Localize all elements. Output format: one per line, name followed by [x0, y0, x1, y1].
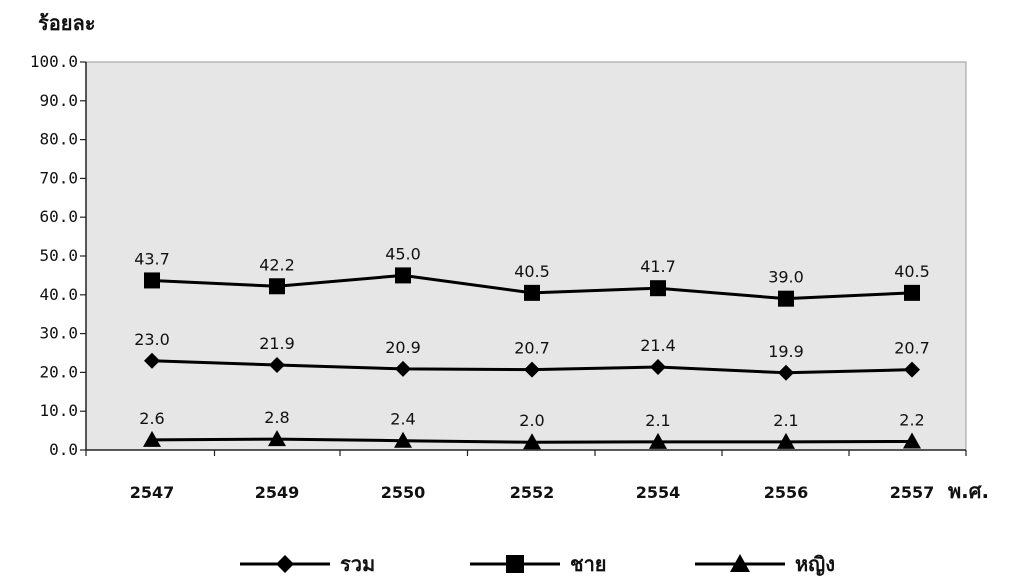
y-tick-label: 50.0: [39, 246, 78, 265]
y-tick-label: 80.0: [39, 130, 78, 149]
data-label: 45.0: [385, 244, 421, 263]
x-tick-label: 2557: [890, 483, 935, 502]
data-label: 40.5: [514, 262, 550, 281]
data-label: 2.0: [519, 411, 544, 430]
y-tick-label: 10.0: [39, 401, 78, 420]
legend-marker-diamond: [276, 555, 294, 573]
data-point-diamond: [650, 358, 666, 375]
data-label: 2.1: [645, 411, 670, 430]
data-label: 42.2: [259, 255, 295, 274]
legend-item: ชาย: [470, 552, 607, 576]
data-label: 40.5: [894, 262, 930, 281]
data-point-square: [144, 272, 160, 289]
data-point-diamond: [395, 360, 411, 377]
y-tick-label: 0.0: [49, 440, 78, 459]
y-tick-label: 70.0: [39, 168, 78, 187]
x-tick-label: 2554: [636, 483, 681, 502]
data-label: 43.7: [134, 249, 170, 268]
data-label: 20.9: [385, 338, 421, 357]
data-label: 21.4: [640, 336, 676, 355]
data-label: 2.1: [773, 411, 798, 430]
y-tick-label: 60.0: [39, 207, 78, 226]
x-tick-label: 2552: [510, 483, 555, 502]
x-tick-label: 2549: [255, 483, 300, 502]
data-point-triangle: [903, 432, 921, 449]
data-label: 2.2: [899, 410, 924, 429]
data-point-diamond: [144, 352, 160, 369]
data-point-diamond: [778, 364, 794, 381]
x-tick-label: 2550: [381, 483, 426, 502]
data-point-diamond: [524, 361, 540, 378]
series-diamond: 23.0 21.9 20.9 20.7 21.4 19.9 20.7: [134, 330, 930, 381]
y-tick-label: 100.0: [30, 52, 78, 71]
data-label: 2.4: [390, 410, 415, 429]
legend-marker-triangle: [730, 554, 750, 572]
legend-item: หญิง: [695, 552, 835, 576]
series-triangle: 2.6 2.8 2.4 2.0 2.1 2.1 2.2: [139, 408, 925, 450]
data-point-triangle: [268, 430, 286, 447]
data-point-square: [904, 284, 920, 301]
y-tick-label: 90.0: [39, 91, 78, 110]
y-tick-label: 40.0: [39, 285, 78, 304]
data-label: 39.0: [768, 268, 804, 287]
data-label: 19.9: [768, 342, 804, 361]
data-point-triangle: [649, 432, 667, 449]
data-label: 2.8: [264, 408, 289, 427]
data-point-triangle: [523, 433, 541, 450]
data-label: 2.6: [139, 409, 164, 428]
legend-marker-square: [506, 555, 524, 573]
legend-item: รวม: [240, 552, 375, 576]
data-point-square: [778, 290, 794, 307]
legend-label: รวม: [340, 552, 375, 576]
data-label: 20.7: [514, 339, 550, 358]
x-axis-unit: พ.ศ.: [948, 479, 989, 503]
data-label: 20.7: [894, 339, 930, 358]
y-tick-label: 30.0: [39, 324, 78, 343]
x-tick-label: 2547: [130, 483, 175, 502]
x-axis: 2547 2549 2550 2552 2554 2556 2557: [85, 449, 967, 502]
data-point-diamond: [904, 361, 920, 378]
data-label: 41.7: [640, 257, 676, 276]
series-square: 43.7 42.2 45.0 40.5 41.7 39.0 40.5: [134, 244, 930, 307]
series-layer: 23.0 21.9 20.9 20.7 21.4 19.9 20.7 43.7 42.2 45.0…: [134, 244, 930, 450]
data-point-triangle: [777, 432, 795, 449]
data-point-square: [650, 280, 666, 297]
plot-area: [85, 61, 967, 451]
y-axis-title: ร้อยละ: [38, 11, 95, 35]
data-point-triangle: [143, 430, 161, 447]
legend: รวม ชาย หญิง: [240, 552, 835, 576]
legend-label: ชาย: [570, 552, 607, 576]
y-axis: 0.0 10.0 20.0 30.0 40.0 50.0 60.0 70.0 80.0 90.0 1…: [30, 52, 87, 459]
y-tick-label: 20.0: [39, 362, 78, 381]
data-point-triangle: [394, 431, 412, 448]
x-tick-label: 2556: [764, 483, 809, 502]
data-point-square: [269, 278, 285, 295]
data-label: 21.9: [259, 334, 295, 353]
legend-label: หญิง: [795, 552, 835, 576]
data-point-square: [524, 284, 540, 301]
data-point-square: [395, 267, 411, 284]
data-point-diamond: [269, 357, 285, 374]
data-label: 23.0: [134, 330, 170, 349]
